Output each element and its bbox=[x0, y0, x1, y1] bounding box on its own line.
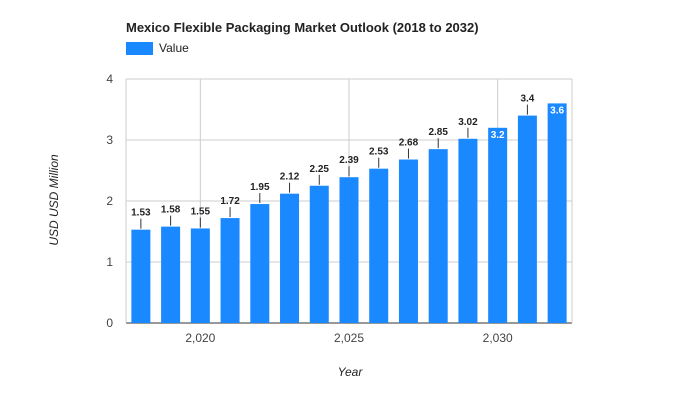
bar bbox=[131, 229, 151, 323]
bar bbox=[339, 177, 359, 323]
data-label: 1.53 bbox=[131, 208, 151, 219]
bar bbox=[309, 185, 329, 323]
chart-title: Mexico Flexible Packaging Market Outlook… bbox=[126, 20, 479, 35]
chart-legend: Value bbox=[126, 41, 189, 55]
bar bbox=[250, 204, 270, 323]
data-label: 3.4 bbox=[520, 94, 534, 105]
y-tick-label: 2 bbox=[106, 194, 113, 208]
data-label: 2.39 bbox=[339, 155, 359, 166]
y-tick-label: 4 bbox=[106, 72, 113, 86]
data-label: 3.2 bbox=[491, 130, 505, 141]
bars bbox=[131, 103, 567, 324]
y-axis-title: USD USD Million bbox=[47, 154, 61, 246]
legend-swatch bbox=[126, 41, 153, 55]
bar bbox=[517, 115, 537, 323]
data-label: 1.95 bbox=[250, 182, 270, 193]
x-tick-label: 2,030 bbox=[483, 331, 513, 345]
y-axis-ticks: 0 1 2 3 4 bbox=[106, 72, 113, 330]
x-axis-title: Year bbox=[338, 365, 364, 379]
x-tick-label: 2,020 bbox=[185, 331, 215, 345]
bar bbox=[190, 228, 210, 323]
bar bbox=[369, 168, 389, 323]
data-label: 3.02 bbox=[458, 117, 478, 128]
data-label: 2.25 bbox=[310, 164, 330, 175]
data-label: 3.6 bbox=[550, 105, 564, 116]
y-tick-label: 1 bbox=[106, 255, 113, 269]
bar bbox=[488, 127, 508, 323]
bar bbox=[428, 149, 448, 323]
data-label: 1.55 bbox=[191, 206, 211, 217]
bar bbox=[161, 226, 181, 323]
data-label: 1.58 bbox=[161, 205, 181, 216]
data-labels: 1.53 1.58 1.55 1.72 1.95 2.12 2.25 2.39 2.53 2.68… bbox=[131, 94, 565, 229]
bar bbox=[458, 138, 478, 323]
bar bbox=[398, 159, 418, 323]
y-tick-label: 0 bbox=[106, 316, 113, 330]
bar bbox=[547, 103, 567, 324]
data-label: 2.53 bbox=[369, 147, 389, 158]
data-label: 2.12 bbox=[280, 172, 300, 183]
x-tick-label: 2,025 bbox=[334, 331, 364, 345]
legend-label: Value bbox=[159, 41, 189, 55]
bar bbox=[220, 218, 240, 323]
bar bbox=[280, 193, 300, 323]
x-axis-ticks: 2,020 2,025 2,030 bbox=[185, 331, 513, 345]
data-label: 1.72 bbox=[220, 196, 240, 207]
data-label: 2.85 bbox=[428, 127, 448, 138]
y-tick-label: 3 bbox=[106, 133, 113, 147]
data-label: 2.68 bbox=[399, 138, 419, 149]
